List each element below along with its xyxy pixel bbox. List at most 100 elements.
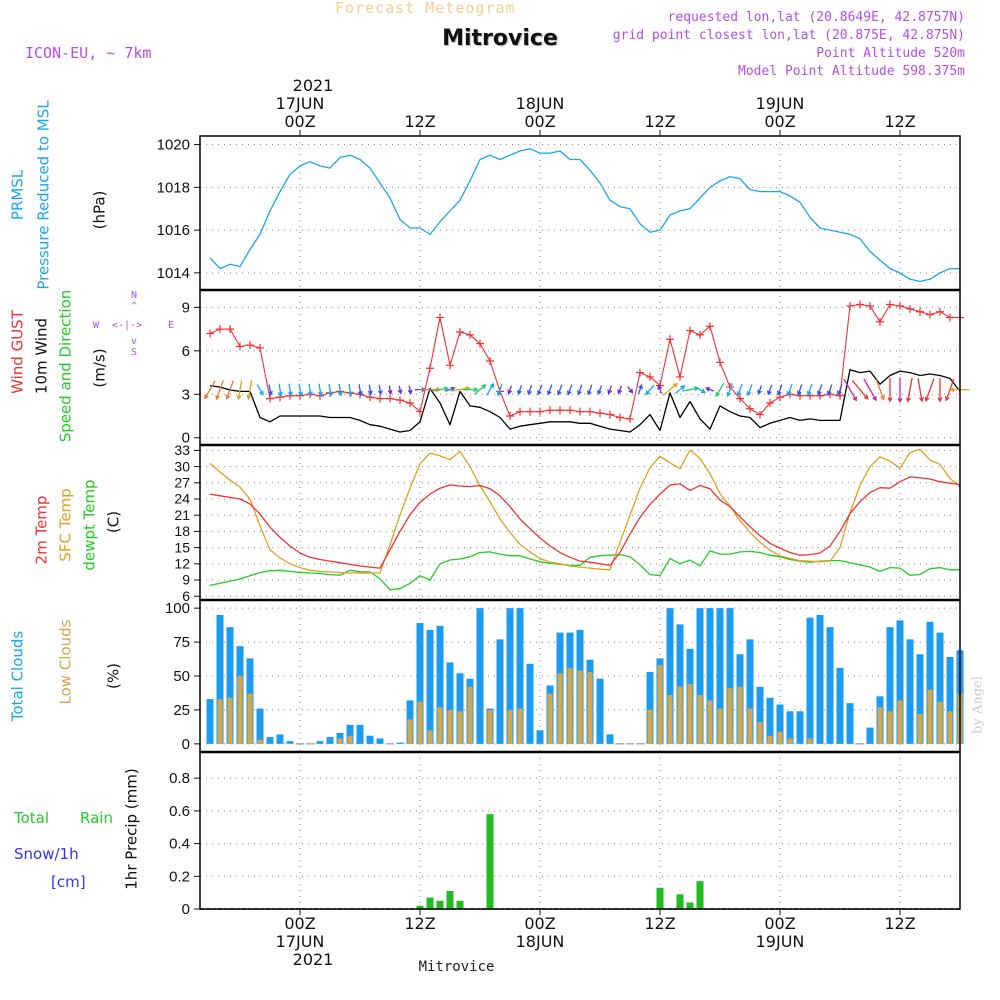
gust-marker — [416, 407, 424, 416]
total-cloud-bar — [846, 703, 854, 744]
point-altitude: Point Altitude 520m — [816, 46, 965, 61]
low-cloud-bar — [887, 711, 893, 744]
model-label: ICON-EU, ~ 7km — [25, 44, 152, 62]
total-cloud-bar — [936, 632, 944, 744]
gust-marker — [676, 372, 684, 381]
gust-marker — [646, 372, 654, 381]
precip-ytick-label-3: 0.6 — [169, 803, 190, 820]
bottom-time-label: 00Z — [764, 914, 796, 933]
supertitle: Forecast Meteogram — [335, 0, 516, 17]
clouds-ytick-label-1: 25 — [173, 702, 190, 719]
gust-marker — [766, 398, 774, 407]
total-cloud-bar — [896, 620, 904, 744]
total-cloud-bar — [716, 608, 724, 744]
wind-arrow — [607, 385, 613, 395]
wind-arrow — [204, 380, 216, 400]
total-cloud-bar — [696, 608, 704, 744]
wind-arrow — [657, 384, 663, 394]
low-cloud-bar — [587, 671, 593, 744]
bottom-time-label: 12Z — [884, 914, 916, 933]
gust-marker — [396, 396, 404, 405]
grid-coords: grid point closest lon,lat (20.875E, 42.… — [612, 28, 965, 43]
gust-marker — [456, 328, 464, 337]
total-cloud-bar — [276, 734, 284, 744]
top-date-label: 18JUN — [515, 94, 565, 113]
gust-marker — [486, 356, 494, 365]
wind-arrow — [287, 383, 293, 397]
gust-marker — [596, 409, 604, 418]
gust-marker — [856, 300, 864, 309]
total-cloud-bar — [676, 624, 684, 744]
wind-arrow — [517, 385, 523, 396]
low-cloud-bar — [247, 693, 253, 744]
gust-marker — [576, 407, 584, 416]
gust-marker — [826, 390, 834, 399]
wind10-line — [209, 369, 961, 433]
total-cloud-bar — [456, 673, 464, 744]
wind-arrow — [875, 379, 885, 401]
low-cloud-bar — [457, 711, 463, 744]
wind-arrow — [432, 386, 450, 392]
gust-marker — [246, 341, 254, 350]
low-cloud-bar — [347, 735, 353, 744]
gust-marker — [616, 413, 624, 422]
rain-bar — [676, 894, 684, 909]
top-date-label: 17JUN — [275, 94, 325, 113]
wind-arrow — [662, 382, 679, 396]
bottom-date-label: 19JUN — [755, 932, 805, 951]
wind-arrow — [496, 383, 503, 397]
gust-marker — [866, 301, 874, 310]
gust-marker — [896, 301, 904, 310]
wind-arrow — [317, 383, 323, 397]
total-cloud-bar — [286, 741, 294, 744]
low-cloud-bar — [687, 684, 693, 744]
temp-ytick-label-9: 33 — [174, 442, 190, 458]
total-cloud-bar — [946, 657, 954, 744]
top-time-label: 00Z — [284, 112, 316, 131]
prmsl-line — [209, 148, 960, 283]
gust-marker — [946, 313, 954, 322]
wind-arrow — [675, 385, 686, 394]
wind-arrow — [806, 384, 813, 397]
wind-arrow — [407, 385, 413, 395]
low-cloud-bar — [507, 709, 513, 744]
prmsl-ytick-label-2: 1018 — [157, 179, 190, 196]
low-cloud-bar — [407, 719, 413, 744]
total-cloud-bar — [476, 608, 484, 744]
low-cloud-bar — [657, 665, 663, 744]
low-cloud-bar — [487, 709, 493, 744]
wind-arrow — [937, 378, 943, 403]
total-cloud-bar — [666, 608, 674, 744]
prmsl-ytick-label-0: 1014 — [157, 265, 190, 282]
bottom-date-label: 18JUN — [515, 932, 565, 951]
wind-arrow — [377, 384, 383, 396]
wind-arrow — [246, 380, 253, 401]
gust-marker — [846, 301, 854, 310]
wind-arrow — [796, 384, 803, 396]
wind-arrow — [215, 379, 225, 401]
low-cloud-bar — [437, 707, 443, 744]
wind-arrow — [577, 384, 583, 396]
wind-arrow — [704, 386, 715, 392]
total-cloud-bar — [746, 639, 754, 744]
rain-label-total: Total — [14, 809, 50, 827]
wind-arrow — [236, 380, 243, 401]
footer-location: Mitrovice — [418, 959, 495, 975]
sfc-temp-line — [209, 448, 961, 574]
dewpt-line — [209, 550, 960, 591]
wind-ytick-label-3: 9 — [182, 299, 190, 316]
compass-s: S — [131, 347, 138, 358]
wind-arrow — [816, 384, 823, 396]
low-cloud-bar — [557, 673, 563, 744]
low-cloud-bar — [417, 701, 423, 744]
rain-label-rain: Rain — [80, 809, 113, 827]
precip-ytick-label-0: 0 — [182, 901, 190, 918]
low-cloud-bar — [807, 738, 813, 744]
clouds-ytick-label-0: 0 — [182, 736, 190, 753]
total-cloud-bar — [796, 711, 804, 744]
gust-marker — [756, 410, 764, 419]
total-cloud-bar — [866, 727, 874, 744]
low-cloud-bar — [427, 730, 433, 744]
total-cloud-bar — [396, 742, 404, 744]
